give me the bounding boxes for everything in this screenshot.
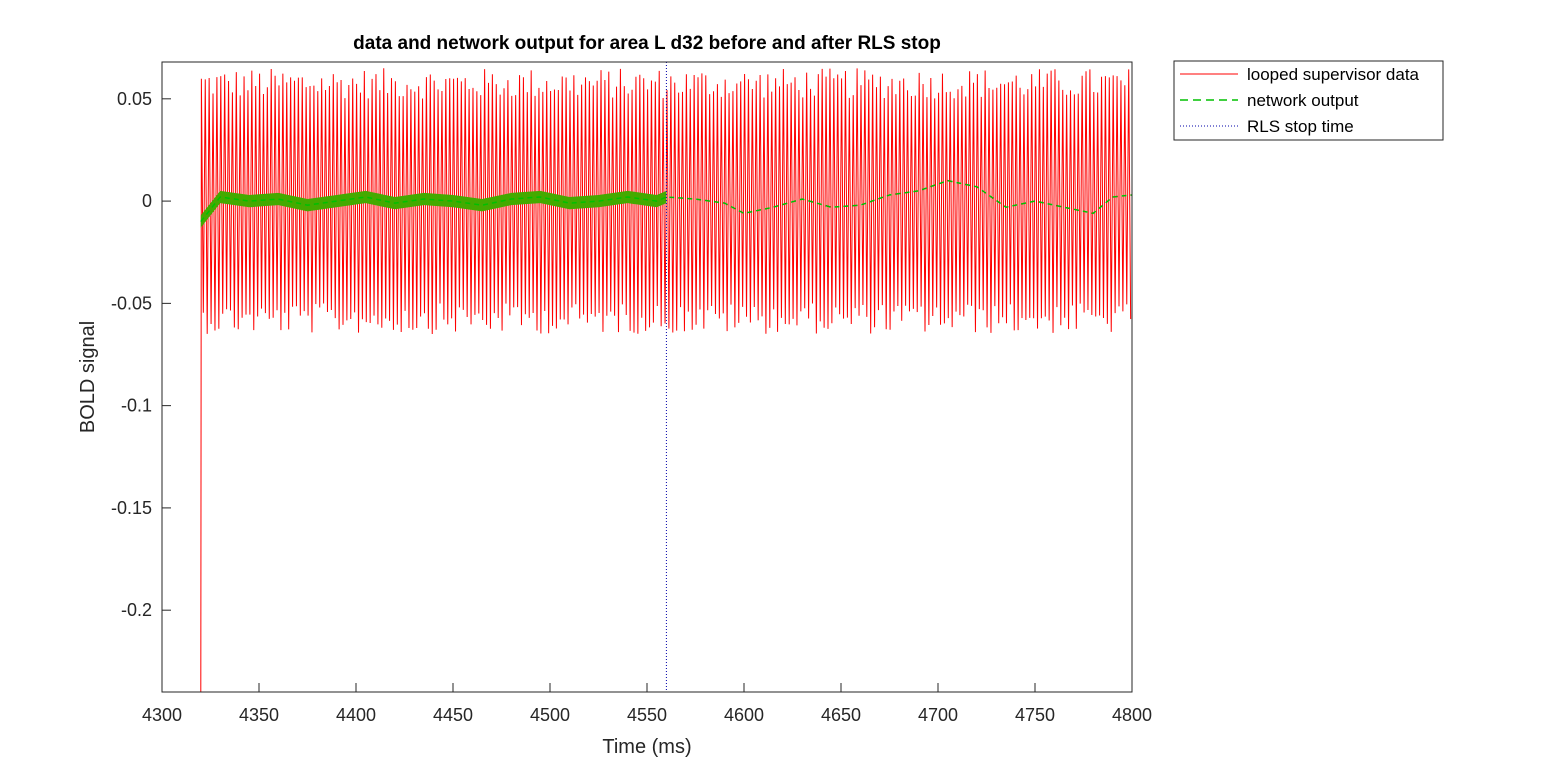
x-tick-label: 4450 (433, 705, 473, 725)
x-tick-label: 4750 (1015, 705, 1055, 725)
x-tick-label: 4350 (239, 705, 279, 725)
legend-label-rls-stop-time: RLS stop time (1247, 117, 1354, 136)
legend-label-network-output: network output (1247, 91, 1359, 110)
x-tick-label: 4700 (918, 705, 958, 725)
x-axis-ticks: 4300 4350 4400 4450 4500 4550 4600 4650 4700 4750… (142, 683, 1152, 725)
x-tick-label: 4800 (1112, 705, 1152, 725)
y-axis-ticks: 0.05 0 -0.05 -0.1 -0.15 -0.2 (111, 89, 171, 620)
y-tick-label: -0.1 (121, 396, 152, 416)
y-tick-label: 0.05 (117, 89, 152, 109)
x-tick-label: 4550 (627, 705, 667, 725)
y-tick-label: -0.05 (111, 293, 152, 313)
y-tick-label: -0.15 (111, 498, 152, 518)
x-tick-label: 4600 (724, 705, 764, 725)
x-tick-label: 4400 (336, 705, 376, 725)
series-looped-supervisor-data (200, 68, 1132, 692)
x-tick-label: 4300 (142, 705, 182, 725)
x-tick-label: 4500 (530, 705, 570, 725)
y-tick-label: 0 (142, 191, 152, 211)
legend: looped supervisor data network output RL… (1173, 60, 1444, 141)
series-network-output-band (200, 190, 667, 228)
x-tick-label: 4650 (821, 705, 861, 725)
legend-label-looped-supervisor-data: looped supervisor data (1247, 65, 1420, 84)
y-tick-label: -0.2 (121, 600, 152, 620)
x-axis-label: Time (ms) (602, 736, 691, 758)
chart-title: data and network output for area L d32 b… (353, 33, 941, 54)
y-axis-label: BOLD signal (77, 321, 99, 433)
plot-area: 4300 4350 4400 4450 4500 4550 4600 4650 4700 4750… (111, 61, 1152, 725)
